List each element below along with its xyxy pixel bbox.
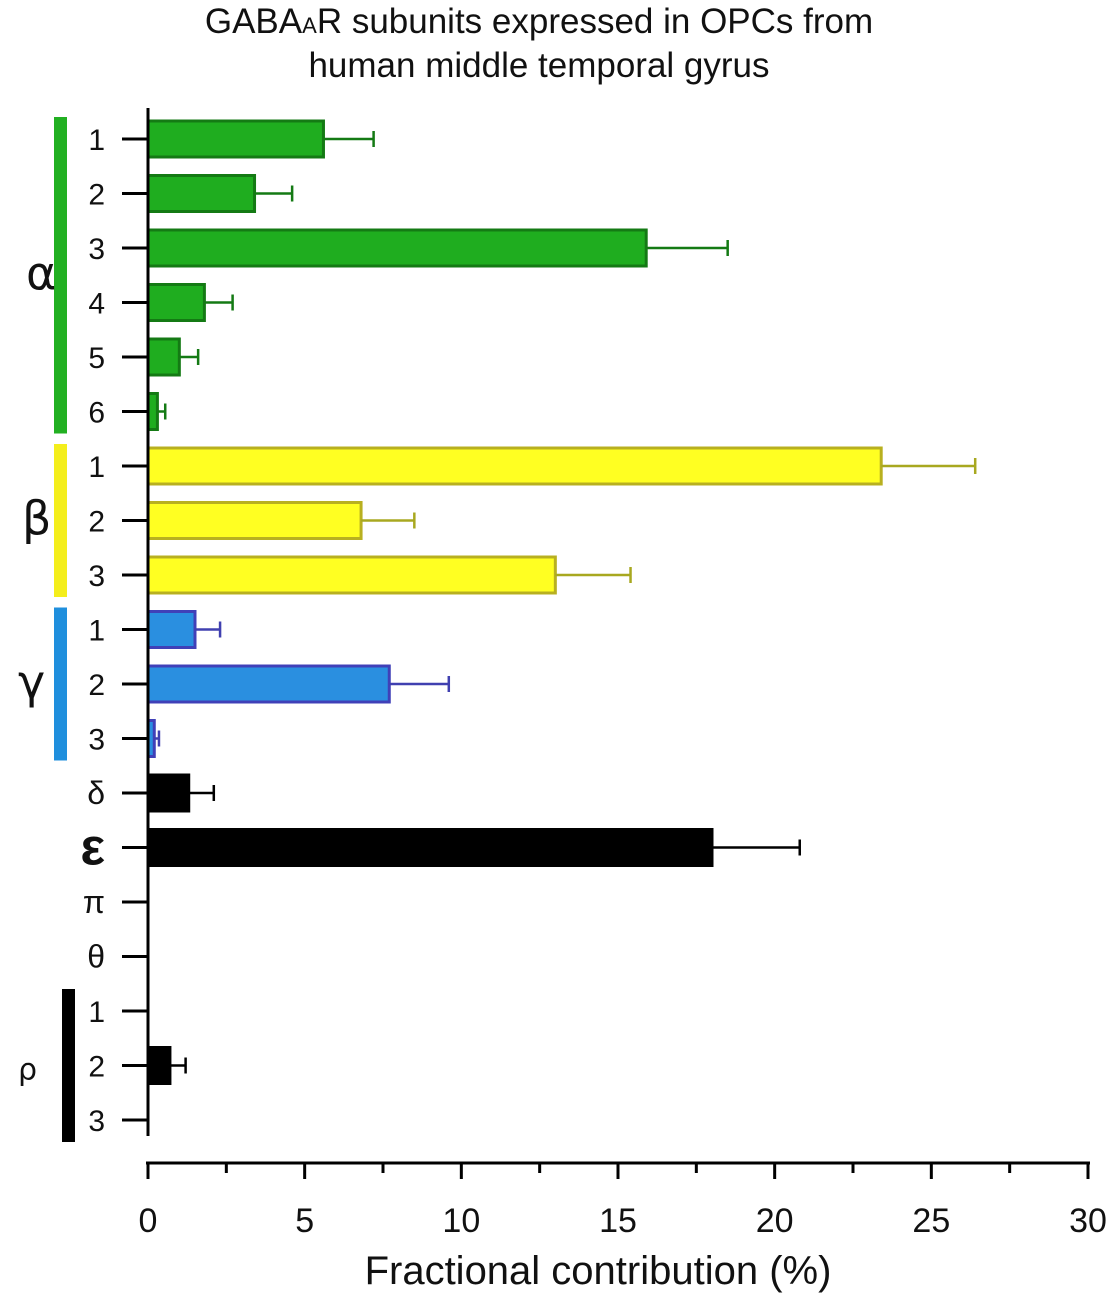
title-gaba: GABA [204, 2, 303, 41]
x-tick-label: 10 [442, 1202, 480, 1240]
x-tick-label: 30 [1069, 1202, 1107, 1240]
group-bar [54, 607, 67, 761]
bar [146, 337, 181, 377]
bar [146, 174, 257, 213]
x-tick-label: 5 [295, 1202, 314, 1240]
y-tick-label: 3 [88, 560, 105, 593]
bar [146, 1046, 172, 1085]
bar [146, 283, 206, 322]
bar [146, 228, 648, 268]
title-subscript: A [302, 13, 317, 38]
y-tick-label: π [83, 884, 105, 920]
y-tick-label: 3 [88, 724, 105, 757]
y-tick-label: 1 [88, 996, 105, 1029]
bar [146, 828, 714, 867]
y-tick-label: 4 [88, 288, 105, 321]
bar [146, 773, 191, 813]
y-tick-label: ε [80, 819, 105, 877]
y-tick-label: 2 [88, 179, 105, 212]
y-tick-label: 1 [88, 615, 105, 648]
title-rest: R subunits expressed in OPCs from [316, 2, 874, 41]
y-tick-label: 3 [88, 233, 105, 266]
chart-title: GABAAR subunits expressed in OPCs from h… [0, 2, 1078, 86]
x-tick-label: 0 [139, 1202, 158, 1240]
y-tick-label: 2 [88, 506, 105, 539]
x-axis-label: Fractional contribution (%) [365, 1249, 832, 1293]
group-bar [54, 444, 67, 597]
x-tick-label: 15 [599, 1202, 637, 1240]
title-line-2: human middle temporal gyrus [308, 46, 770, 85]
x-tick-label: 25 [912, 1202, 950, 1240]
group-bar [54, 117, 67, 434]
bar [146, 119, 325, 159]
group-label: ρ [18, 1053, 37, 1088]
bar [146, 501, 363, 540]
y-tick-label: 2 [88, 669, 105, 702]
bar [146, 610, 197, 649]
y-tick-label: θ [87, 939, 105, 975]
bar [146, 555, 557, 595]
y-tick-label: δ [87, 775, 105, 811]
y-tick-label: 6 [88, 397, 105, 430]
y-tick-label: 3 [88, 1105, 105, 1138]
group-label: β [22, 492, 51, 546]
bar [146, 446, 883, 486]
x-tick-label: 20 [756, 1202, 794, 1240]
y-tick-label: 2 [88, 1051, 105, 1084]
y-tick-label: 5 [88, 342, 105, 375]
bar [146, 664, 391, 704]
group-label: α [26, 246, 56, 300]
group-bar [62, 989, 75, 1142]
y-tick-label: 1 [88, 451, 105, 484]
group-label: γ [18, 655, 45, 709]
y-tick-label: 1 [88, 124, 105, 157]
title-line-1: GABAAR subunits expressed in OPCs from [205, 2, 873, 41]
